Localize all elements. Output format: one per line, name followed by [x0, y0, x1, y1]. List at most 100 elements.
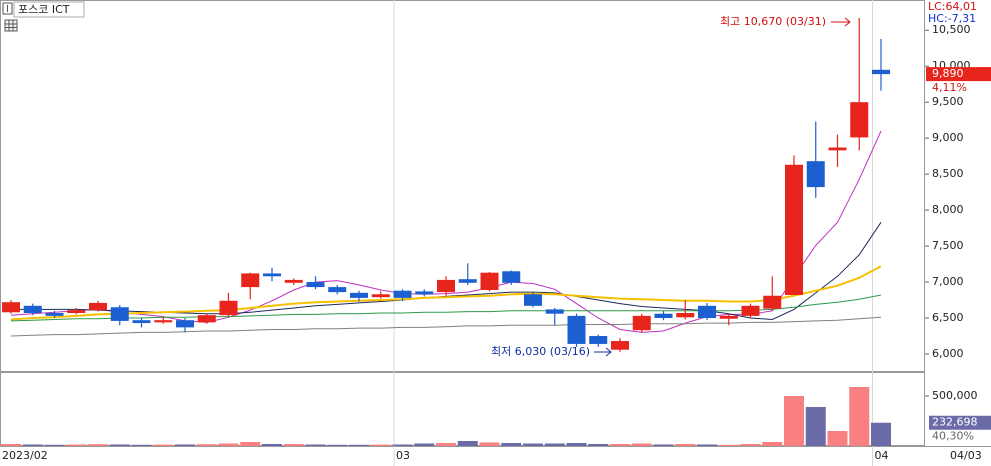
volume-last-box: [929, 415, 991, 430]
candle-body: [437, 279, 455, 293]
volume-bar: [523, 443, 543, 446]
lc-label: LC:64,01: [928, 0, 977, 13]
candle-body: [763, 295, 782, 309]
volume-last-label: 232,698: [932, 416, 978, 429]
volume-bar: [88, 444, 108, 446]
candle-body: [545, 309, 564, 314]
volume-bar: [240, 442, 261, 446]
y-tick-label: 7,500: [932, 239, 964, 252]
candle-body: [458, 279, 477, 283]
volume-bar: [22, 444, 43, 446]
candle-body: [741, 305, 760, 316]
volume-bar: [457, 441, 478, 446]
candle-body: [589, 336, 608, 344]
y-tick-label: 8,000: [932, 203, 964, 216]
candle-body: [154, 320, 173, 323]
chart-title: 포스코 ICT: [18, 3, 70, 16]
candle-body: [110, 307, 129, 321]
volume-bar: [740, 444, 761, 446]
y-tick-label: 10,500: [932, 23, 971, 36]
candle-body: [263, 273, 281, 277]
volume-bar: [675, 444, 696, 446]
candle-body: [698, 305, 716, 319]
volume-bar: [349, 444, 369, 446]
candle-body: [241, 273, 260, 288]
volume-bar: [196, 444, 217, 446]
candle-body: [45, 312, 64, 316]
candle-body: [719, 315, 738, 319]
volume-bar: [44, 444, 65, 446]
volume-bar: [762, 442, 783, 446]
y-tick-label: 7,000: [932, 275, 964, 288]
high-annotation: 최고 10,670 (03/31): [720, 15, 826, 28]
y-tick-label: 8,500: [932, 167, 964, 180]
title-box: [13, 1, 85, 18]
candle-body: [371, 294, 390, 298]
candle-body: [23, 305, 42, 313]
current-price-label: 9,890: [932, 67, 964, 80]
candle-body: [524, 294, 542, 306]
volume-bar: [414, 443, 435, 446]
candle-body: [502, 271, 521, 283]
y-tick-label: 6,500: [932, 311, 964, 324]
volume-bar: [327, 444, 348, 446]
y-tick-label: 9,500: [932, 95, 964, 108]
volume-bar: [610, 444, 630, 446]
volume-bar: [631, 443, 652, 446]
volume-bar: [305, 444, 326, 446]
volume-bar: [718, 444, 739, 446]
low-arrow: [594, 347, 612, 357]
candle-body: [306, 282, 325, 288]
x-tick-label: 03: [396, 449, 410, 462]
volume-bar: [175, 444, 195, 446]
candle-body: [328, 287, 347, 293]
volume-bar: [153, 444, 174, 446]
y-tick-label: 6,000: [932, 347, 964, 360]
candle-body: [785, 164, 803, 296]
volume-bar: [871, 422, 891, 446]
volume-bar: [784, 396, 804, 446]
volume-bar: [588, 444, 609, 446]
candle-body: [415, 291, 434, 295]
x-tick-label: 2023/02: [2, 449, 48, 462]
candle-body: [676, 312, 695, 318]
moving-average-line: [10, 265, 882, 321]
volume-bar: [479, 442, 500, 446]
candle-body: [828, 147, 847, 151]
volume-bar: [370, 444, 391, 446]
volume-bar: [805, 407, 826, 446]
candle-body: [176, 320, 194, 328]
volume-bar: [66, 444, 87, 446]
grid-icon[interactable]: [4, 19, 18, 32]
volume-bar: [544, 443, 565, 446]
volume-bar: [283, 444, 304, 446]
candle-body: [611, 341, 629, 350]
volume-bar: [392, 444, 413, 446]
candle-body: [89, 302, 107, 311]
candle-body: [67, 310, 86, 313]
candle-body: [480, 272, 499, 290]
volume-bar: [1, 444, 21, 446]
volume-bar: [262, 444, 282, 446]
grid-icon-lines: [5, 20, 17, 31]
low-annotation: 최저 6,030 (03/16): [491, 345, 590, 358]
candle-body: [219, 300, 238, 316]
current-date: 04/03: [950, 449, 982, 462]
candle-body: [632, 315, 651, 331]
moving-average-line: [10, 294, 882, 322]
high-arrow: [831, 17, 851, 27]
volume-bar: [131, 444, 152, 446]
candle-body: [2, 302, 20, 313]
price-pane: [0, 0, 925, 372]
volume-bar: [653, 444, 674, 446]
candle-body: [393, 290, 412, 298]
candle-body: [850, 102, 869, 138]
volume-ratio-label: 40,30%: [932, 430, 974, 443]
candle-body: [654, 313, 673, 319]
moving-average-line: [10, 316, 882, 337]
volume-bar: [501, 443, 522, 446]
volume-bar: [218, 443, 239, 446]
volume-bar: [827, 431, 848, 446]
